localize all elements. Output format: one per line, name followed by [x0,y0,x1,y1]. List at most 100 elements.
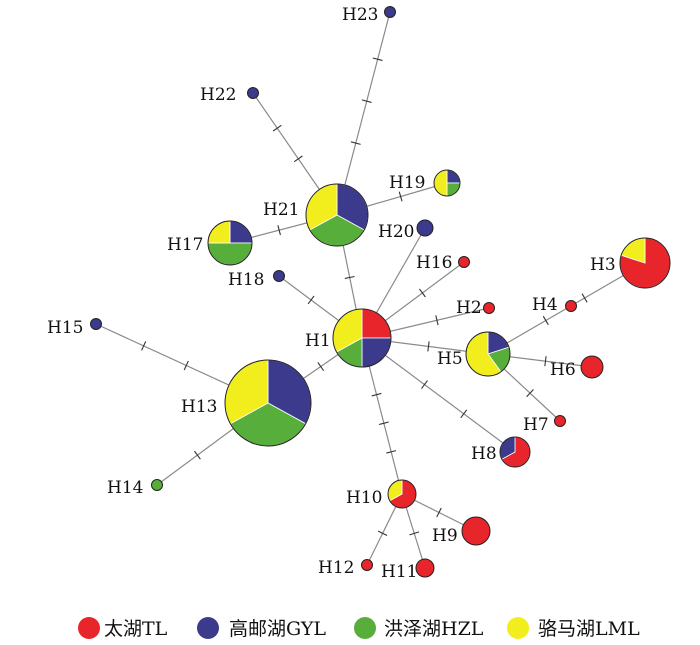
node-outline [499,436,531,468]
node-outline [151,479,163,491]
node-h2 [483,302,495,314]
legend-item-hzl: 洪泽湖HZL [354,617,484,640]
node-outline [465,331,511,377]
label-h18: H18 [228,270,264,290]
mutation-tick [409,531,420,536]
node-outline [483,302,495,314]
node-h12 [361,559,373,571]
pie-slice-lml [433,169,448,197]
legend-swatch [354,617,376,639]
node-outline [619,237,671,289]
label-h17: H17 [167,235,203,255]
pie-slice-hzl [151,479,163,491]
edge-line [336,11,391,216]
legend-item-gyl: 高邮湖GYL [197,617,326,640]
label-h22: H22 [200,85,236,105]
pie-slice-gyl [417,220,433,236]
label-h16: H16 [416,253,452,273]
node-h13 [224,359,312,447]
network-edges [95,11,646,569]
legend: 太湖TL 高邮湖GYL 洪泽湖HZL 骆马湖LML [78,617,640,640]
pie-slice-hzl [207,242,253,266]
legend-label: 高邮湖GYL [229,618,326,640]
node-outline [273,270,285,282]
label-h2: H2 [456,298,482,318]
legend-label: 洪泽湖HZL [384,618,484,640]
mutation-tick [435,315,439,326]
label-h15: H15 [47,318,83,338]
label-h14: H14 [107,478,143,498]
label-h12: H12 [318,558,354,578]
legend-label: 太湖TL [104,618,168,640]
network-labels: H1H2H3H4H5H6H7H8H9H10H11H12H13H14H15H16H… [47,5,616,582]
mutation-tick [141,341,147,351]
node-h23 [384,6,396,18]
mutation-tick [386,450,397,454]
node-h10 [387,479,417,509]
node-outline [207,220,253,266]
pie-slice-tl [483,302,495,314]
node-h21 [305,183,369,247]
legend-swatch [197,617,219,639]
node-outline [565,300,577,312]
node-outline [247,87,259,99]
node-outline [554,415,566,427]
node-outline [361,559,373,571]
mutation-tick [460,409,468,419]
pie-slice-tl [416,559,434,577]
node-h1 [332,308,392,368]
mutation-tick [371,392,382,397]
node-outline [224,359,312,447]
pie-slice-gyl [273,270,285,282]
mutation-tick [436,507,442,518]
pie-slice-tl [565,300,577,312]
mutation-tick [307,295,315,305]
node-h18 [273,270,285,282]
edge-h1-h8 [361,337,516,453]
mutation-tick [344,275,355,280]
node-h8 [499,436,531,468]
edge-line [361,337,516,453]
label-h19: H19 [389,173,425,193]
label-h9: H9 [432,526,458,546]
node-outline [433,169,461,197]
mutation-tick [378,421,389,426]
pie-slice-gyl [384,6,396,18]
node-outline [384,6,396,18]
node-outline [580,355,604,379]
legend-swatch [507,617,529,639]
node-h9 [461,516,491,546]
node-outline [416,219,434,237]
node-h6 [580,355,604,379]
mutation-tick [350,141,361,145]
node-h15 [90,318,102,330]
mutation-tick [293,155,303,163]
node-h14 [151,479,163,491]
mutation-tick [183,360,189,371]
label-h1: H1 [305,331,331,351]
node-outline [458,256,470,268]
label-h13: H13 [181,397,217,417]
mutation-tick [377,530,388,537]
mutation-tick [421,380,428,389]
node-h3 [619,237,671,289]
mutation-tick [427,341,430,352]
node-h20 [416,219,434,237]
pie-slice-tl [361,559,373,571]
node-h22 [247,87,259,99]
legend-item-tl: 太湖TL [78,617,168,640]
label-h20: H20 [378,222,414,242]
pie-slice-tl [462,517,490,545]
label-h4: H4 [532,295,558,315]
pie-slice-gyl [90,318,102,330]
network-nodes [90,6,671,578]
mutation-tick [372,57,383,62]
node-outline [387,479,417,509]
mutation-tick [542,315,549,326]
mutation-tick [277,225,281,236]
label-h7: H7 [523,415,549,435]
label-h11: H11 [381,562,417,582]
mutation-tick [544,356,547,367]
mutation-tick [317,362,325,371]
legend-item-lml: 骆马湖LML [507,617,640,640]
